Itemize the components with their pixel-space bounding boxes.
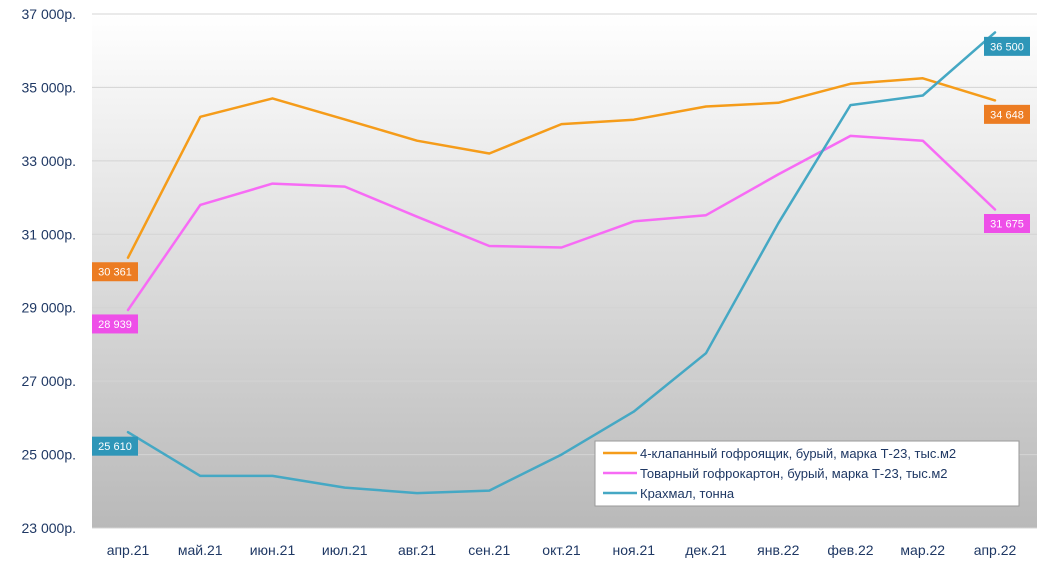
x-tick-label: сен.21 — [468, 542, 510, 558]
data-label-box — [984, 36, 1030, 56]
x-axis: апр.21 май.21 июн.21 июл.21 авг.21 сен.21 окт.… — [107, 542, 1017, 558]
x-tick-label: янв.22 — [757, 542, 799, 558]
legend: 4-клапанный гофроящик, бурый, марка Т-23… — [594, 440, 1020, 507]
gridlines — [92, 13, 1037, 529]
y-axis: 23 000р. 25 000р. 27 000р. 29 000р. 31 000р.… — [22, 6, 77, 536]
x-tick-label: дек.21 — [685, 542, 727, 558]
data-label-box — [984, 104, 1030, 124]
data-label: 30 361 — [98, 267, 132, 279]
y-tick-label: 31 000р. — [22, 226, 77, 242]
x-tick-label: июл.21 — [322, 542, 368, 558]
x-tick-label: окт.21 — [542, 542, 581, 558]
y-tick-label: 23 000р. — [22, 520, 77, 536]
data-label: 36 500 — [990, 41, 1024, 53]
data-label-box — [92, 436, 138, 456]
data-labels: 30 361 34 648 28 939 31 675 25 610 36 500 — [92, 36, 1030, 456]
legend-label: 4-клапанный гофроящик, бурый, марка Т-23… — [640, 446, 956, 461]
series-line — [126, 31, 997, 495]
data-label-box — [92, 262, 138, 282]
y-tick-label: 35 000р. — [22, 79, 77, 95]
series-lines — [126, 31, 997, 495]
x-tick-label: апр.22 — [974, 542, 1017, 558]
legend-box — [594, 440, 1020, 507]
data-label: 28 939 — [98, 319, 132, 331]
y-tick-label: 37 000р. — [22, 6, 77, 22]
legend-label: Товарный гофрокартон, бурый, марка Т-23,… — [640, 466, 948, 481]
legend-label: Крахмал, тонна — [640, 486, 735, 501]
x-tick-label: ноя.21 — [612, 542, 655, 558]
x-tick-label: авг.21 — [398, 542, 436, 558]
series-line — [126, 77, 997, 259]
y-tick-label: 25 000р. — [22, 447, 77, 463]
y-tick-label: 29 000р. — [22, 300, 77, 316]
y-tick-label: 33 000р. — [22, 153, 77, 169]
data-label-box — [92, 314, 138, 334]
series-line — [126, 134, 997, 312]
y-tick-label: 27 000р. — [22, 373, 77, 389]
data-label-box — [984, 214, 1030, 234]
x-tick-label: май.21 — [178, 542, 223, 558]
data-label: 31 675 — [990, 219, 1024, 231]
x-tick-label: мар.22 — [900, 542, 945, 558]
data-label: 25 610 — [98, 441, 132, 453]
x-tick-label: апр.21 — [107, 542, 150, 558]
x-tick-label: фев.22 — [827, 542, 873, 558]
data-label: 34 648 — [990, 109, 1024, 121]
x-tick-label: июн.21 — [250, 542, 296, 558]
